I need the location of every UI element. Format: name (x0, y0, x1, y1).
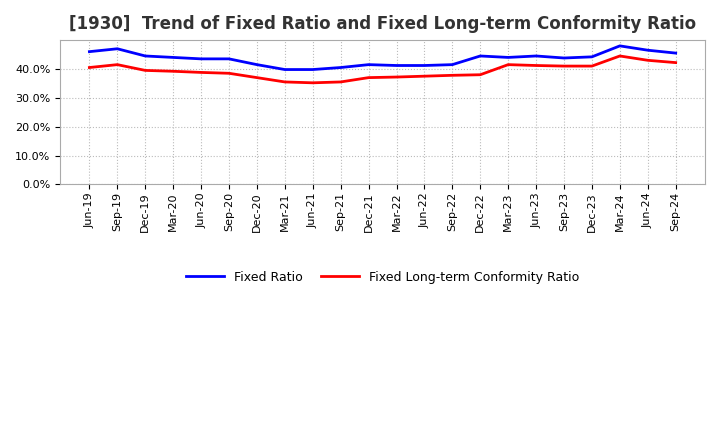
Fixed Long-term Conformity Ratio (532, 63, 541, 68)
Fixed Ratio (169, 55, 178, 60)
Fixed Long-term Conformity Ratio (448, 73, 456, 78)
Fixed Ratio (281, 67, 289, 72)
Fixed Ratio (225, 56, 233, 62)
Fixed Ratio (448, 62, 456, 67)
Fixed Long-term Conformity Ratio (141, 68, 150, 73)
Fixed Long-term Conformity Ratio (253, 75, 261, 80)
Fixed Ratio (559, 55, 568, 61)
Fixed Ratio (504, 55, 513, 60)
Fixed Long-term Conformity Ratio (281, 79, 289, 84)
Fixed Long-term Conformity Ratio (504, 62, 513, 67)
Fixed Ratio (616, 43, 624, 48)
Fixed Ratio (308, 67, 317, 72)
Fixed Ratio (85, 49, 94, 54)
Fixed Ratio (113, 46, 122, 51)
Fixed Long-term Conformity Ratio (169, 69, 178, 74)
Fixed Long-term Conformity Ratio (420, 73, 428, 79)
Fixed Ratio (197, 56, 205, 62)
Fixed Long-term Conformity Ratio (559, 63, 568, 69)
Fixed Ratio (476, 53, 485, 59)
Fixed Long-term Conformity Ratio (671, 60, 680, 65)
Fixed Long-term Conformity Ratio (616, 53, 624, 59)
Fixed Ratio (364, 62, 373, 67)
Fixed Ratio (392, 63, 401, 68)
Fixed Long-term Conformity Ratio (336, 79, 345, 84)
Fixed Long-term Conformity Ratio (197, 70, 205, 75)
Fixed Long-term Conformity Ratio (113, 62, 122, 67)
Fixed Long-term Conformity Ratio (392, 74, 401, 80)
Fixed Long-term Conformity Ratio (85, 65, 94, 70)
Legend: Fixed Ratio, Fixed Long-term Conformity Ratio: Fixed Ratio, Fixed Long-term Conformity … (181, 266, 584, 289)
Fixed Long-term Conformity Ratio (476, 72, 485, 77)
Fixed Long-term Conformity Ratio (644, 58, 652, 63)
Fixed Ratio (532, 53, 541, 59)
Fixed Long-term Conformity Ratio (588, 63, 596, 69)
Fixed Ratio (253, 62, 261, 67)
Title: [1930]  Trend of Fixed Ratio and Fixed Long-term Conformity Ratio: [1930] Trend of Fixed Ratio and Fixed Lo… (69, 15, 696, 33)
Fixed Long-term Conformity Ratio (225, 71, 233, 76)
Fixed Long-term Conformity Ratio (308, 80, 317, 85)
Line: Fixed Long-term Conformity Ratio: Fixed Long-term Conformity Ratio (89, 56, 675, 83)
Fixed Ratio (141, 53, 150, 59)
Fixed Long-term Conformity Ratio (364, 75, 373, 80)
Fixed Ratio (420, 63, 428, 68)
Fixed Ratio (671, 51, 680, 56)
Fixed Ratio (336, 65, 345, 70)
Fixed Ratio (644, 48, 652, 53)
Fixed Ratio (588, 54, 596, 59)
Line: Fixed Ratio: Fixed Ratio (89, 46, 675, 70)
